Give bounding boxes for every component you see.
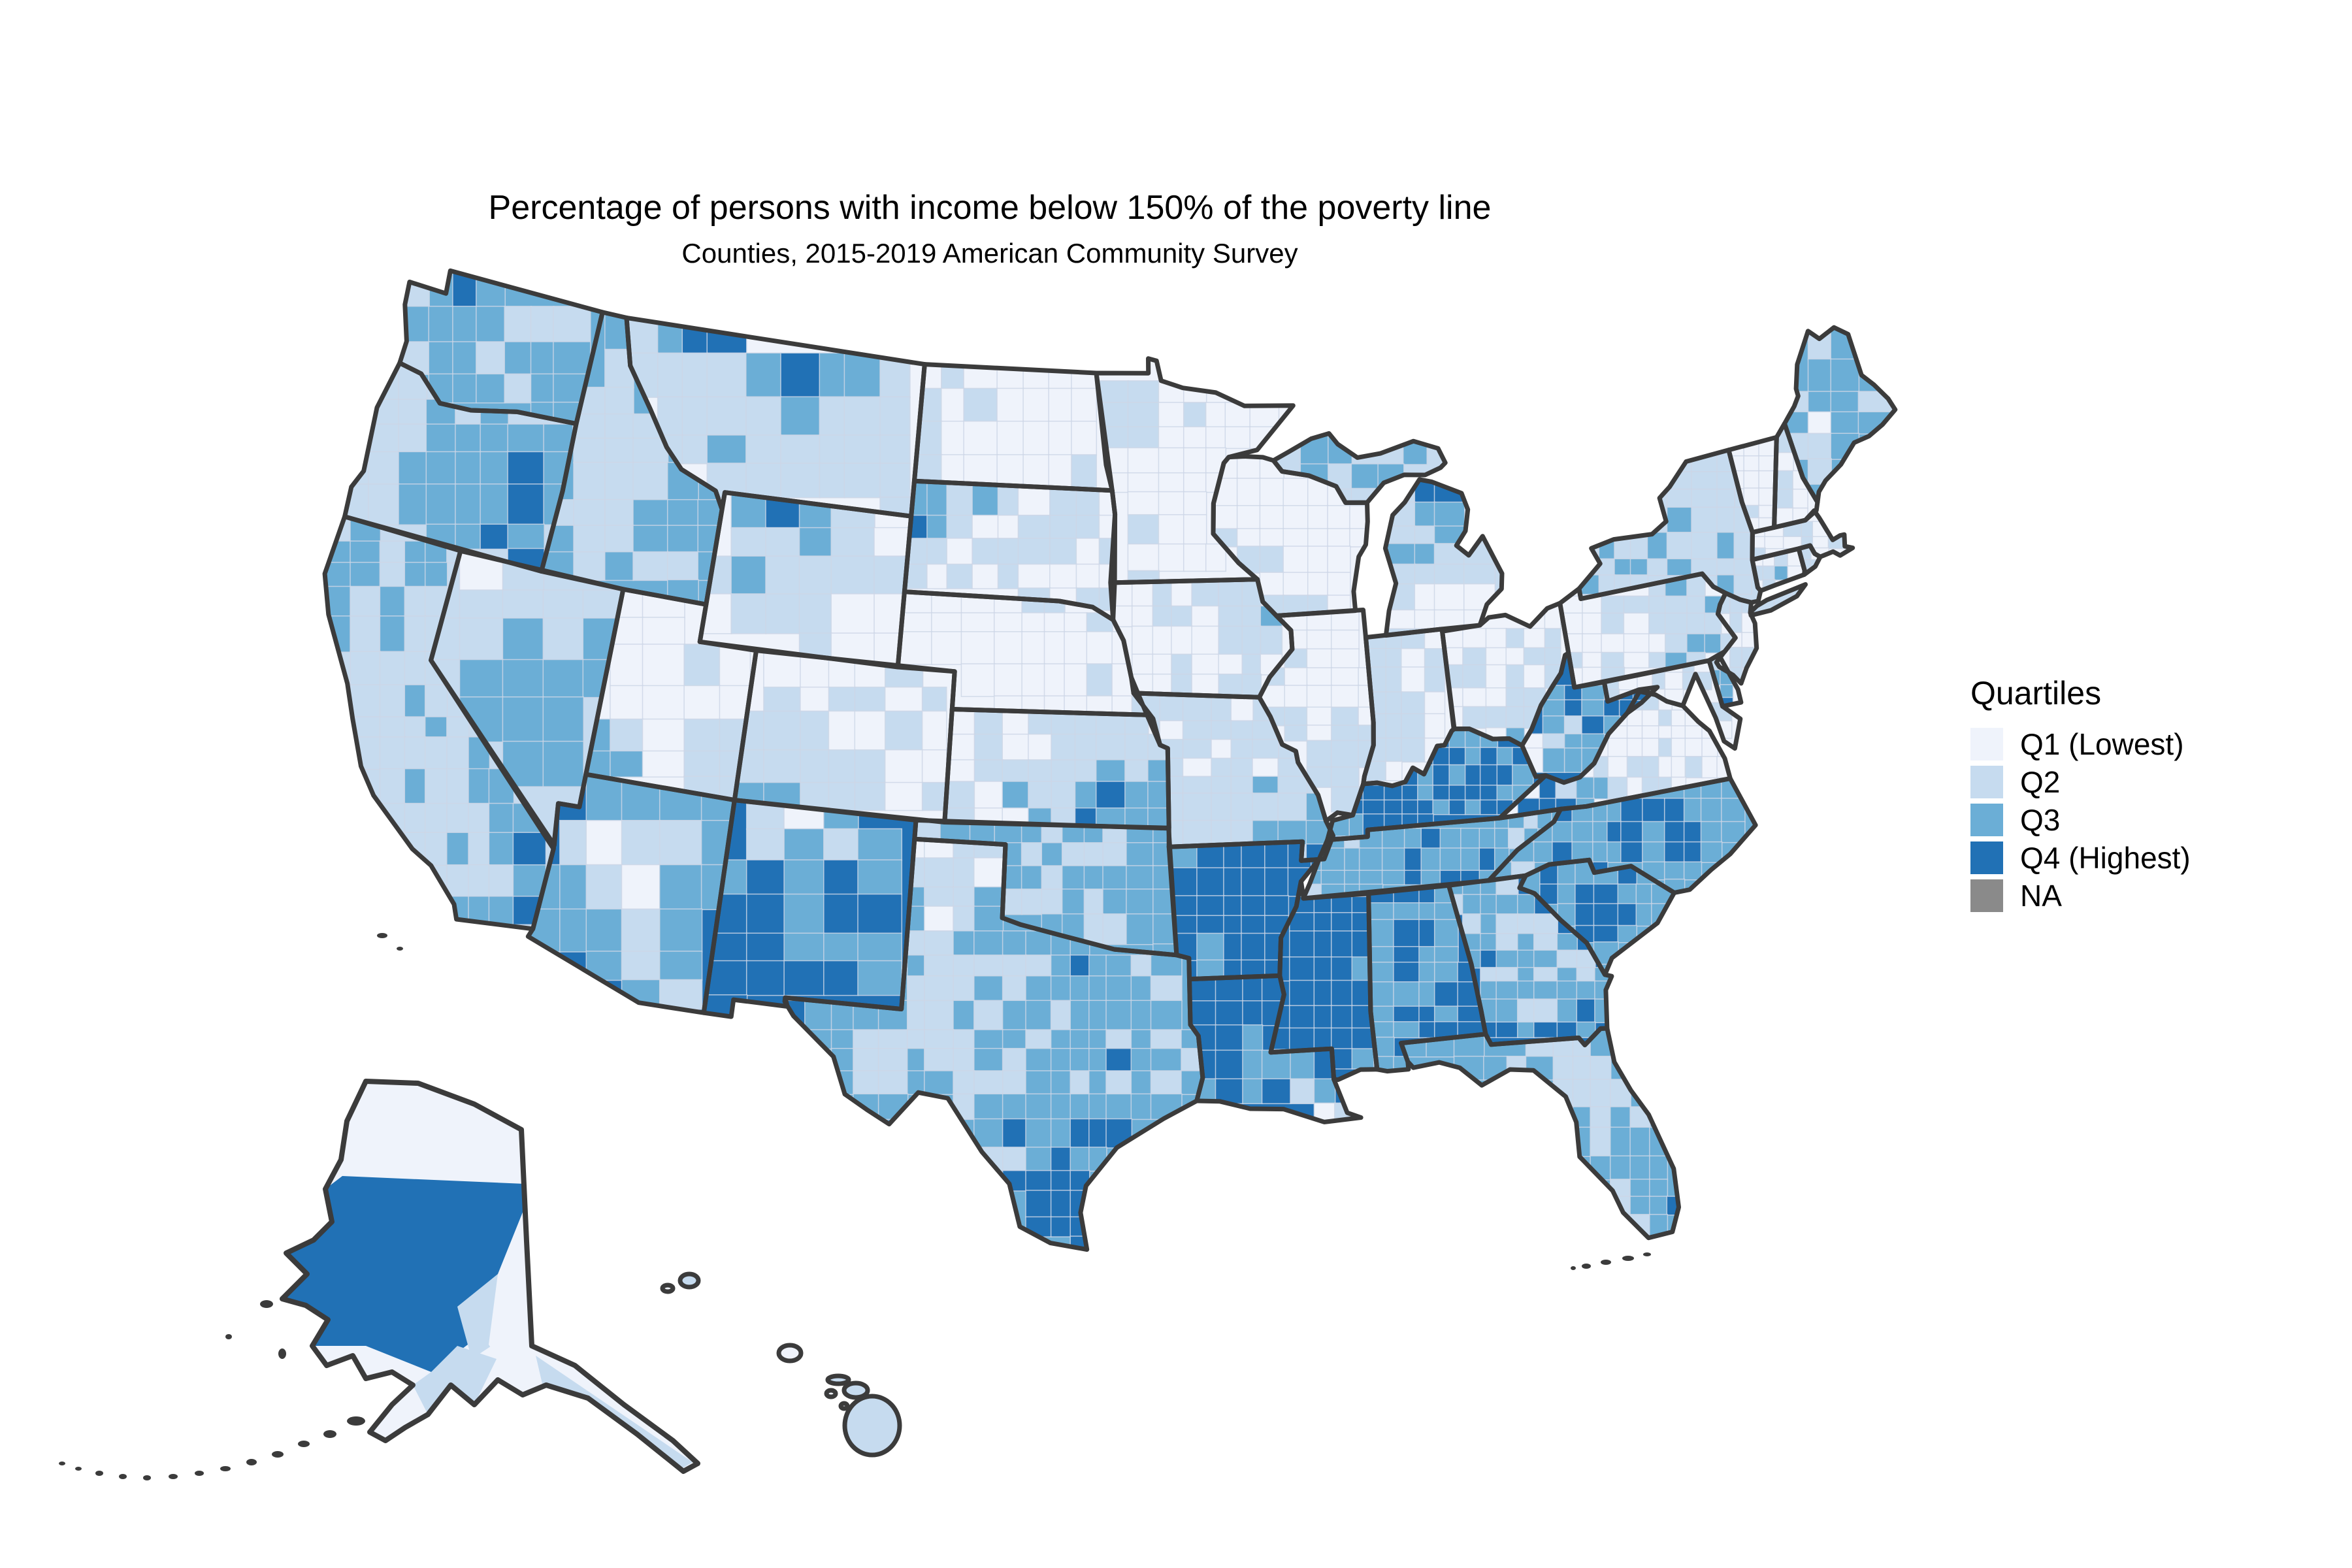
state-WI	[1213, 456, 1368, 616]
florida-keys-island	[1622, 1256, 1634, 1261]
state-MS	[1271, 881, 1377, 1080]
aleutian-island	[220, 1466, 231, 1471]
hawaii-island-4	[825, 1373, 851, 1386]
legend-row-q2: Q2	[1970, 765, 2191, 799]
state-border-AK	[280, 1079, 700, 1474]
state-MT	[627, 318, 925, 517]
legend-row-na: NA	[1970, 879, 2191, 913]
legend-label-na: NA	[2020, 879, 2062, 913]
legend-title: Quartiles	[1970, 675, 2102, 711]
legend-label-q2: Q2	[2020, 765, 2061, 799]
bering-sea-island	[278, 1348, 286, 1359]
aleutian-island	[75, 1467, 82, 1471]
aleutian-island	[143, 1475, 151, 1480]
state-KY	[1327, 728, 1546, 840]
bering-sea-island	[225, 1334, 232, 1339]
legend-swatch-q3	[1970, 804, 2003, 836]
aleutian-island	[323, 1430, 336, 1438]
state-border-TX	[782, 836, 1205, 1252]
florida-keys-island	[1571, 1266, 1576, 1270]
state-NV	[431, 551, 623, 845]
hawaii-island-8	[842, 1394, 902, 1458]
aleutian-island	[347, 1416, 365, 1426]
state-KS	[944, 709, 1169, 828]
hawaii-island-6	[841, 1380, 870, 1400]
state-CA	[325, 516, 554, 929]
state-borders-layer	[280, 268, 1898, 1474]
state-NY	[1578, 449, 1806, 615]
alaska-patch-north	[342, 1121, 525, 1184]
state-CO	[734, 650, 955, 823]
aleutian-island	[169, 1474, 178, 1479]
legend-label-q1: Q1 (Lowest)	[2020, 727, 2184, 761]
hawaii-island-2	[678, 1271, 701, 1290]
state-AZ	[528, 774, 735, 1013]
legend-swatch-q2	[1970, 766, 2003, 798]
alaska-patch-panhandle	[536, 1356, 693, 1470]
channel-island	[397, 947, 403, 951]
state-FL	[1401, 1028, 1679, 1238]
legend-swatch-q4	[1970, 841, 2003, 874]
aleutian-island	[272, 1451, 284, 1458]
state-border-MD	[1601, 658, 1743, 751]
state-border-VT	[1726, 434, 1779, 535]
state-border-NY	[1748, 582, 1808, 618]
legend-row-q4: Q4 (Highest)	[1970, 841, 2191, 875]
aleutian-island	[246, 1459, 257, 1465]
hawaii-island-7	[838, 1401, 850, 1411]
islands-layer	[59, 933, 1651, 1480]
legend-row-q3: Q3	[1970, 803, 2191, 837]
state-MN	[1096, 358, 1294, 583]
state-WY	[700, 492, 911, 667]
state-border-MI	[1271, 431, 1448, 505]
legend-label-q3: Q3	[2020, 803, 2061, 837]
hawaii-island-5	[824, 1388, 838, 1399]
florida-keys-island	[1582, 1264, 1591, 1269]
aleutian-island	[59, 1462, 65, 1465]
state-border-NC	[1486, 776, 1758, 895]
state-ND	[914, 364, 1113, 491]
bering-sea-island	[260, 1300, 273, 1308]
state-AK	[282, 1081, 698, 1471]
legend: Quartiles Q1 (Lowest) Q2 Q3 Q4 (Highest)…	[1970, 674, 2191, 917]
state-border-MI	[1382, 477, 1505, 638]
aleutian-island	[195, 1471, 204, 1476]
state-MI	[1273, 433, 1502, 636]
hawaii-island-3	[776, 1343, 804, 1364]
chart-header: Percentage of persons with income below …	[489, 188, 1492, 269]
state-border-ME	[1782, 325, 1898, 505]
aleutian-island	[95, 1471, 103, 1476]
aleutian-island	[298, 1441, 310, 1447]
legend-row-q1: Q1 (Lowest)	[1970, 727, 2191, 761]
state-IA	[1113, 579, 1292, 698]
state-border-WI	[1211, 454, 1370, 618]
state-IL	[1259, 610, 1374, 821]
legend-swatch-q1	[1970, 728, 2003, 760]
states-fill-layer	[282, 270, 1895, 1471]
chart-title: Percentage of persons with income below …	[488, 189, 1492, 227]
florida-keys-island	[1601, 1260, 1611, 1265]
chart-subtitle: Counties, 2015-2019 American Community S…	[681, 238, 1298, 269]
channel-island	[377, 933, 387, 938]
aleutian-island	[119, 1474, 127, 1479]
state-border-FL	[1399, 1026, 1681, 1241]
legend-label-q4: Q4 (Highest)	[2020, 841, 2191, 875]
alaska-patch-south	[413, 1346, 497, 1414]
florida-keys-island	[1643, 1252, 1651, 1256]
legend-swatch-na	[1970, 879, 2003, 912]
hawaii-island-1	[660, 1282, 676, 1294]
